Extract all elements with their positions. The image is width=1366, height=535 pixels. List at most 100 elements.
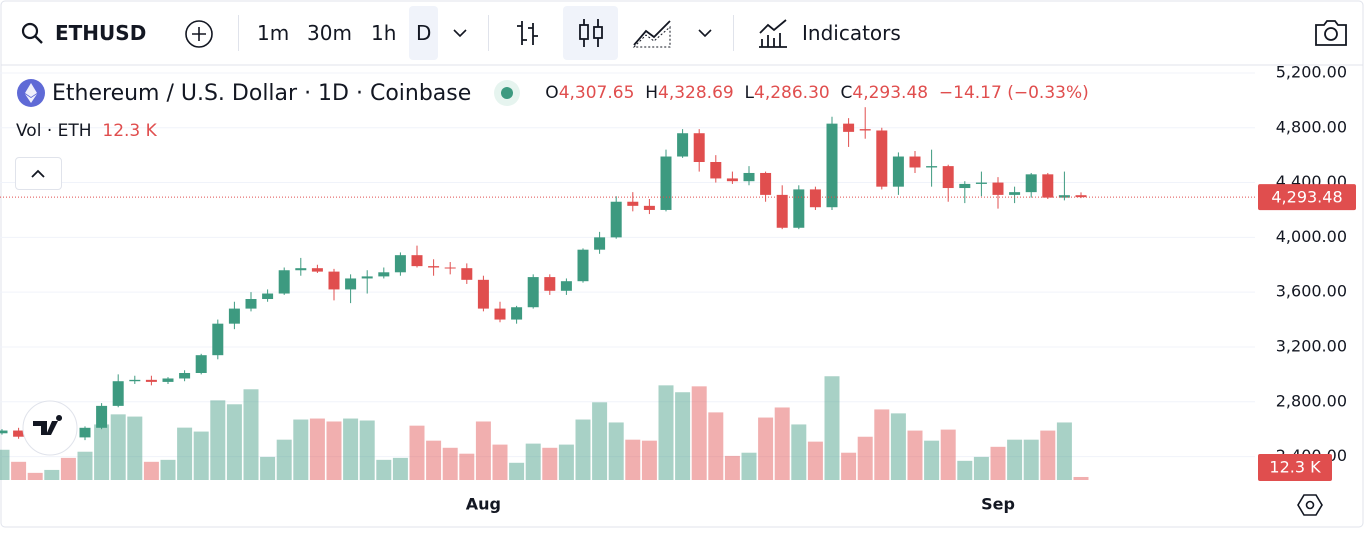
- candle-body: [942, 166, 954, 189]
- candle-body: [13, 430, 25, 437]
- symbol[interactable]: ETHUSD: [55, 21, 147, 45]
- ohlc-label: H: [645, 83, 658, 103]
- volume-bar: [542, 447, 558, 480]
- volume-bar: [492, 444, 508, 480]
- volume-bar: [724, 455, 740, 480]
- candle-body: [892, 156, 904, 187]
- price-label: 4,293.48: [1271, 188, 1342, 207]
- separator: [238, 15, 239, 51]
- volume-bar: [326, 421, 342, 480]
- candle-body: [643, 205, 655, 210]
- ohlc-label: C: [840, 83, 853, 103]
- candle-body: [992, 182, 1004, 195]
- interval-active[interactable]: D: [416, 21, 432, 45]
- volume-bar: [509, 462, 525, 480]
- volume-bar: [127, 416, 143, 480]
- candle-body: [428, 266, 440, 268]
- candle-body: [660, 156, 672, 210]
- change: −14.17 (−0.33%): [938, 83, 1089, 103]
- candles-icon[interactable]: [576, 17, 606, 49]
- y-tick-label: 3,200.00: [1276, 336, 1347, 355]
- interval[interactable]: 30m: [307, 21, 352, 45]
- volume-bar: [475, 421, 491, 480]
- candle-body: [975, 182, 987, 184]
- volume-bar: [309, 418, 325, 480]
- candle-body: [361, 276, 373, 279]
- candle-body: [129, 379, 141, 382]
- bars-icon[interactable]: [513, 18, 543, 48]
- ohlc-label: O: [545, 83, 559, 103]
- volume-value: 12.3 K: [102, 121, 157, 141]
- snapshot-icon[interactable]: [1313, 17, 1349, 49]
- candle-body: [677, 133, 689, 157]
- market-status: [494, 80, 521, 106]
- volume-bar: [658, 385, 674, 480]
- y-tick-label: 4,800.00: [1276, 117, 1347, 136]
- interval[interactable]: 1h: [371, 21, 397, 45]
- interval-active-bg: [409, 6, 438, 60]
- volume-bar: [575, 419, 591, 480]
- volume-title: Vol · ETH: [16, 121, 92, 141]
- candle-body: [411, 255, 423, 267]
- candle-body: [511, 307, 523, 320]
- area-icon[interactable]: [632, 17, 674, 49]
- ohlc-value: 4,286.30: [754, 83, 830, 103]
- volume-bar: [426, 440, 442, 480]
- volume-bar: [226, 404, 242, 480]
- volume-bar: [525, 443, 541, 480]
- candle-body: [444, 267, 456, 269]
- legend-title: Ethereum / U.S. Dollar · 1D · Coinbase: [52, 80, 472, 106]
- candle-body: [776, 194, 788, 228]
- candle-body: [809, 189, 821, 208]
- volume-bar: [442, 447, 458, 480]
- volume-bar: [691, 386, 707, 480]
- candle-body: [212, 323, 224, 356]
- candle-body: [0, 430, 8, 434]
- volume-bar: [210, 400, 226, 480]
- y-tick-label: 5,200.00: [1276, 62, 1347, 81]
- volume-bar: [392, 457, 408, 480]
- settings-icon[interactable]: [1297, 494, 1323, 516]
- indicators-icon[interactable]: [756, 17, 790, 49]
- volume-bar: [608, 422, 624, 480]
- candle-body: [477, 279, 489, 309]
- add-symbol[interactable]: [183, 18, 215, 50]
- candle-body: [627, 201, 639, 206]
- y-tick-label: 2,800.00: [1276, 391, 1347, 410]
- volume-bar: [940, 429, 956, 480]
- candle-body: [145, 379, 157, 382]
- interval[interactable]: 1m: [257, 21, 290, 45]
- volume-bar: [807, 441, 823, 480]
- volume-bar: [1023, 439, 1039, 480]
- volume-label: 12.3 K: [1269, 458, 1321, 477]
- candle-body: [594, 237, 606, 250]
- volume-bar: [874, 409, 890, 480]
- ohlc-value: 4,293.48: [852, 83, 929, 103]
- candle-body: [544, 277, 556, 291]
- x-tick-label: Sep: [981, 495, 1015, 514]
- volume-bar: [791, 424, 807, 480]
- volume-bar: [359, 420, 375, 480]
- indicators[interactable]: Indicators: [802, 21, 901, 45]
- candle-body: [195, 355, 207, 373]
- separator: [488, 15, 489, 51]
- volume-bar: [675, 392, 691, 480]
- chevron[interactable]: [697, 26, 713, 40]
- volume-bar: [44, 469, 60, 480]
- volume-bar: [193, 431, 209, 480]
- legend: Ethereum / U.S. Dollar · 1D · Coinbase O…: [16, 78, 1089, 108]
- volume-bar: [641, 440, 657, 480]
- collapse-button[interactable]: [15, 157, 62, 190]
- volume-bar: [77, 451, 93, 480]
- candle-body: [1009, 192, 1021, 195]
- candle-body: [527, 277, 539, 308]
- candle-body: [876, 130, 888, 187]
- x-tick-label: Aug: [466, 495, 501, 514]
- volume-bar: [276, 439, 292, 480]
- candle-body: [760, 172, 772, 195]
- chevron[interactable]: [452, 26, 468, 40]
- search-icon[interactable]: [20, 21, 46, 47]
